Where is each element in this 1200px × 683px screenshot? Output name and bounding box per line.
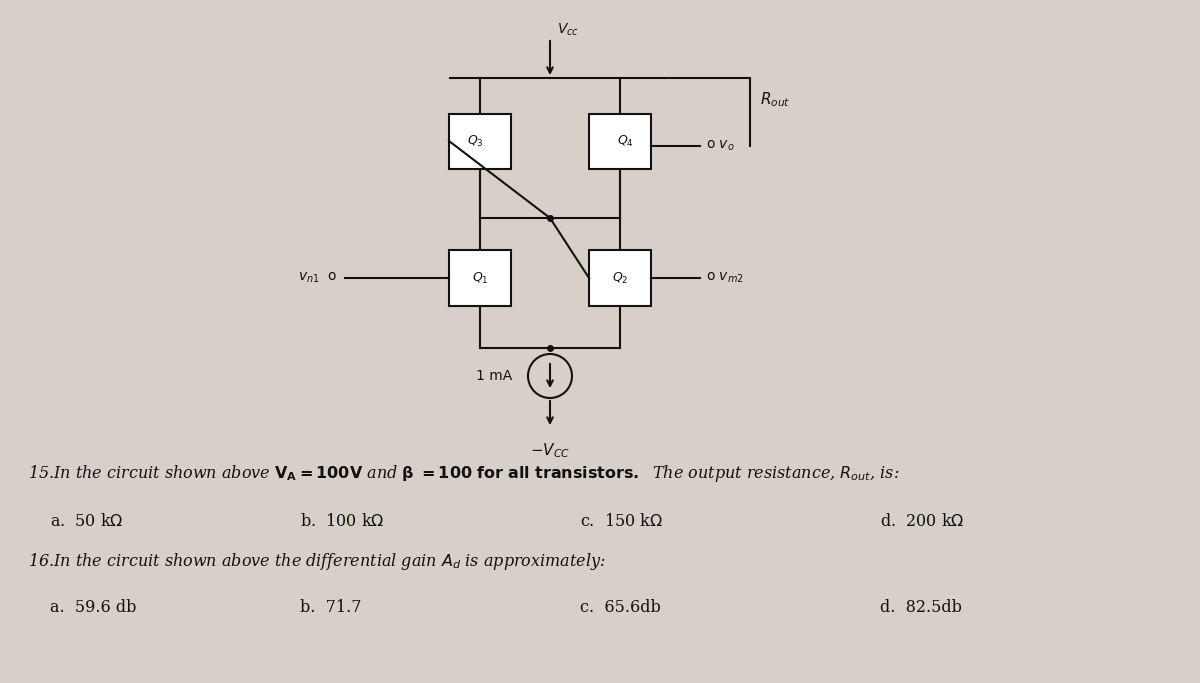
Bar xyxy=(449,113,511,169)
Text: $R_{out}$: $R_{out}$ xyxy=(760,90,791,109)
Bar xyxy=(589,113,650,169)
Text: $-V_{CC}$: $-V_{CC}$ xyxy=(530,441,570,460)
Text: $v_{n1}$  o: $v_{n1}$ o xyxy=(298,270,337,285)
Text: 15.In the circuit shown above $\mathbf{V_A = 100V}$ and $\mathbf{\beta\ =100}$$\: 15.In the circuit shown above $\mathbf{V… xyxy=(28,462,900,484)
Text: d.  82.5db: d. 82.5db xyxy=(880,600,962,617)
Text: d.  200 k$\Omega$: d. 200 k$\Omega$ xyxy=(880,512,965,529)
Text: $Q_2$: $Q_2$ xyxy=(612,270,629,285)
Text: a.  50 k$\Omega$: a. 50 k$\Omega$ xyxy=(50,512,124,529)
Bar xyxy=(449,251,511,305)
Text: b.  71.7: b. 71.7 xyxy=(300,600,361,617)
Text: b.  100 k$\Omega$: b. 100 k$\Omega$ xyxy=(300,512,384,529)
Text: $Q_3$: $Q_3$ xyxy=(467,133,484,148)
Text: 16.In the circuit shown above the differential gain $A_d$ is approximately:: 16.In the circuit shown above the differ… xyxy=(28,550,606,572)
Bar xyxy=(589,251,650,305)
Text: o $v_o$: o $v_o$ xyxy=(706,139,734,153)
Text: c.  65.6db: c. 65.6db xyxy=(580,600,661,617)
Text: c.  150 k$\Omega$: c. 150 k$\Omega$ xyxy=(580,512,664,529)
Text: 1 mA: 1 mA xyxy=(475,369,512,383)
Text: $Q_1$: $Q_1$ xyxy=(472,270,488,285)
Text: a.  59.6 db: a. 59.6 db xyxy=(50,600,137,617)
Text: $Q_4$: $Q_4$ xyxy=(617,133,634,148)
Text: o $v_{m2}$: o $v_{m2}$ xyxy=(706,270,744,285)
Text: $V_{cc}$: $V_{cc}$ xyxy=(557,22,580,38)
